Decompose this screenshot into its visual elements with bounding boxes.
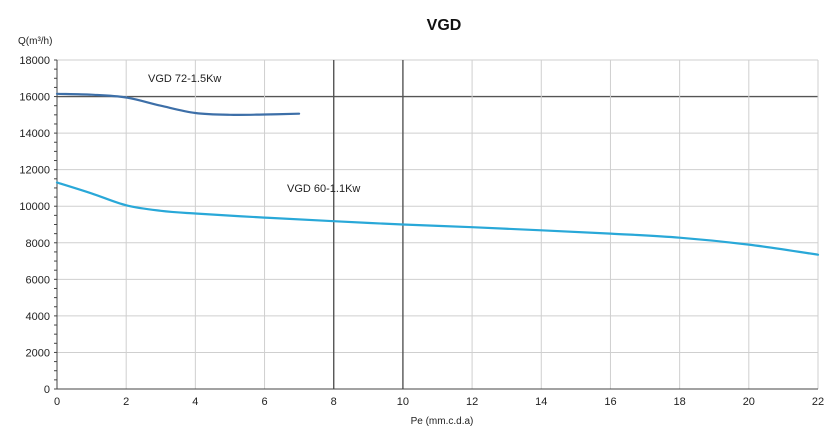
chart-title: VGD — [427, 17, 462, 34]
x-tick-label-10: 10 — [397, 396, 409, 408]
y-tick-label-18000: 18000 — [19, 55, 50, 67]
x-axis-label: Pe (mm.c.d.a) — [411, 416, 474, 427]
x-tick-label-22: 22 — [812, 396, 824, 408]
series-line-1 — [55, 181, 820, 256]
axes — [54, 59, 818, 390]
x-tick-label-18: 18 — [674, 396, 686, 408]
y-tick-label-8000: 8000 — [26, 238, 50, 250]
y-tick-label-10000: 10000 — [19, 201, 50, 213]
x-tick-label-8: 8 — [331, 396, 337, 408]
x-tick-label-2: 2 — [123, 396, 129, 408]
y-tick-label-12000: 12000 — [19, 165, 50, 177]
y-tick-label-4000: 4000 — [26, 311, 50, 323]
x-tick-label-6: 6 — [261, 396, 267, 408]
x-tick-label-20: 20 — [743, 396, 755, 408]
y-tick-label-6000: 6000 — [26, 274, 50, 286]
series-label-vgd-72: VGD 72-1.5Kw — [148, 73, 221, 85]
y-axis-label: Q(m³/h) — [18, 36, 52, 47]
grid-lines — [56, 59, 819, 390]
y-tick-label-14000: 14000 — [19, 128, 50, 140]
y-tick-label-16000: 16000 — [19, 92, 50, 104]
tick-labels: 0200040006000800010000120001400016000180… — [19, 55, 824, 408]
x-tick-label-0: 0 — [54, 396, 60, 408]
x-tick-label-4: 4 — [192, 396, 198, 408]
x-tick-label-12: 12 — [466, 396, 478, 408]
series-label-vgd-60: VGD 60-1.1Kw — [287, 183, 360, 195]
series-line-0 — [55, 92, 301, 117]
series-lines — [55, 92, 820, 256]
x-tick-label-16: 16 — [604, 396, 616, 408]
y-tick-label-0: 0 — [44, 384, 50, 396]
x-tick-label-14: 14 — [535, 396, 547, 408]
y-tick-label-2000: 2000 — [26, 347, 50, 359]
